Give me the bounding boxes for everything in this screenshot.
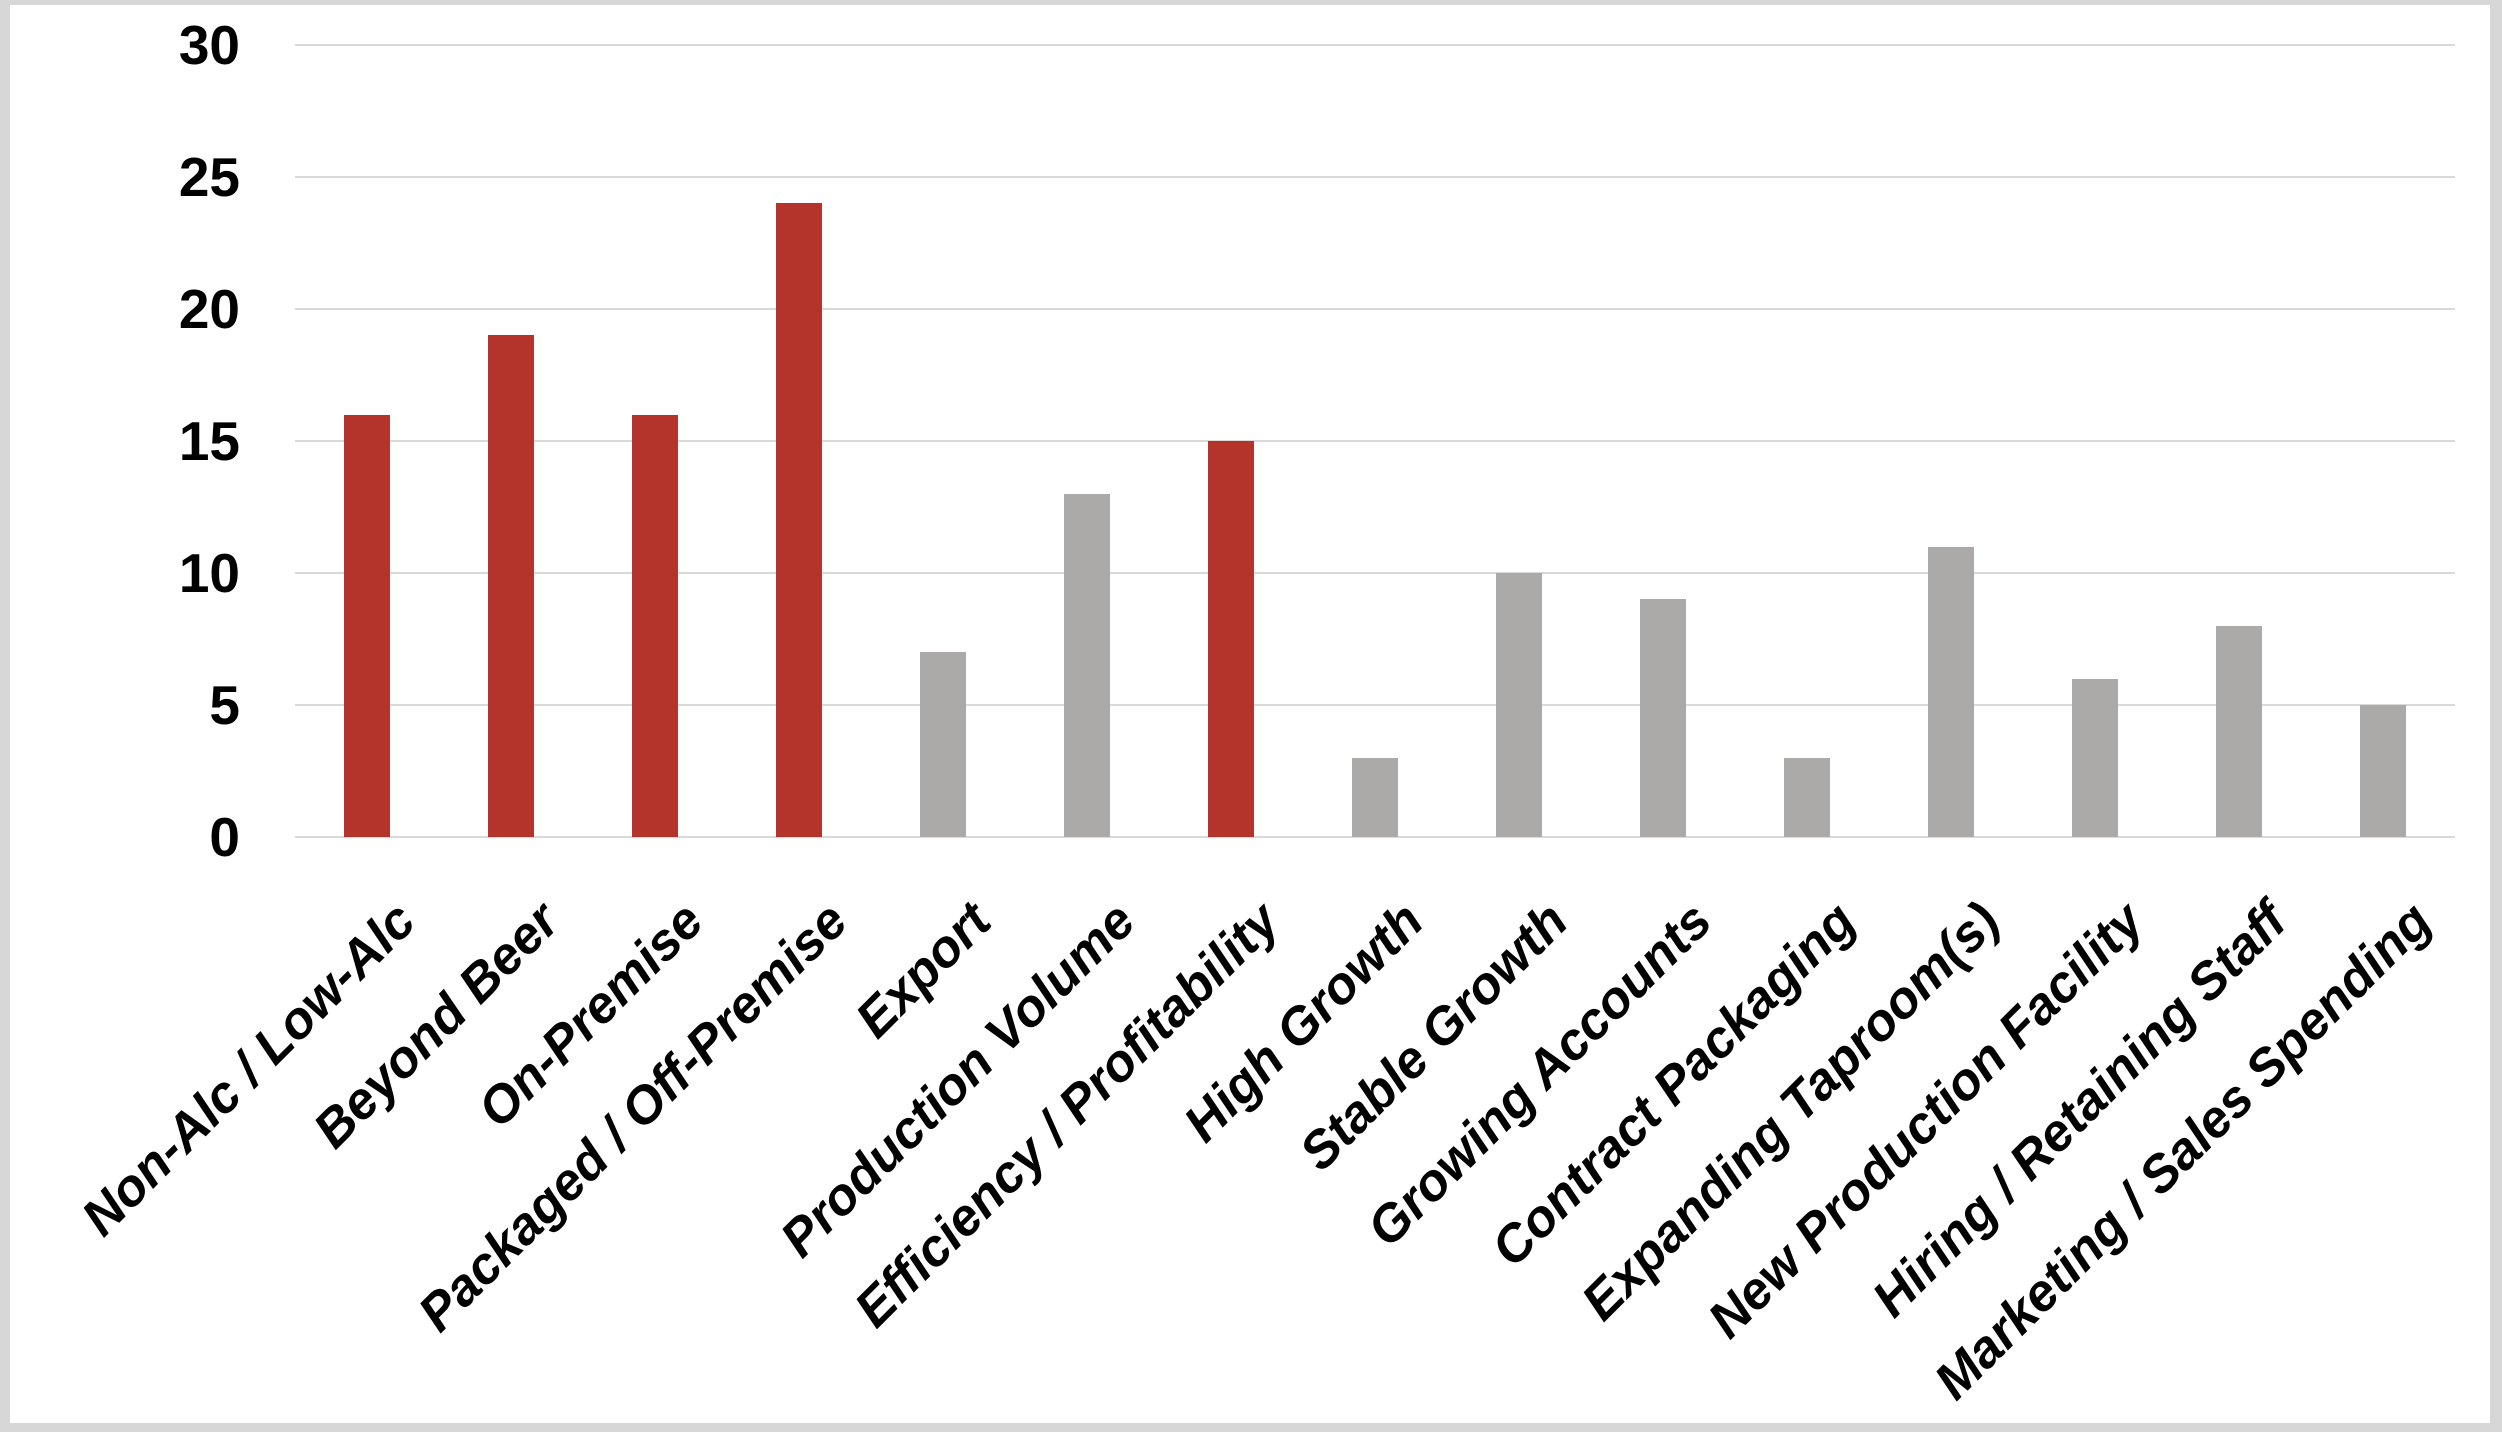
y-axis-tick-label: 10 — [178, 542, 240, 604]
bar — [2072, 678, 2118, 837]
bar — [1928, 546, 1974, 837]
bar — [2360, 705, 2406, 837]
bar — [632, 414, 678, 837]
bar — [2216, 625, 2262, 837]
bar — [1496, 573, 1542, 837]
bar — [920, 652, 966, 837]
y-axis-tick-label: 0 — [209, 806, 240, 868]
bar — [1064, 493, 1110, 837]
gridline — [295, 836, 2455, 838]
gridline — [295, 176, 2455, 178]
y-axis-tick-label: 25 — [178, 146, 240, 208]
bar — [1352, 757, 1398, 837]
bar — [344, 414, 390, 837]
gridline — [295, 572, 2455, 574]
y-axis-tick-label: 15 — [178, 410, 240, 472]
gridline — [295, 44, 2455, 46]
bar — [488, 335, 534, 837]
gridline — [295, 704, 2455, 706]
bar — [1784, 757, 1830, 837]
y-axis-tick-label: 30 — [178, 14, 240, 76]
bar — [1208, 441, 1254, 837]
gridline — [295, 308, 2455, 310]
y-axis-tick-label: 20 — [178, 278, 240, 340]
bar — [1640, 599, 1686, 837]
bar — [776, 203, 822, 837]
y-axis-tick-label: 5 — [209, 674, 240, 736]
gridline — [295, 440, 2455, 442]
